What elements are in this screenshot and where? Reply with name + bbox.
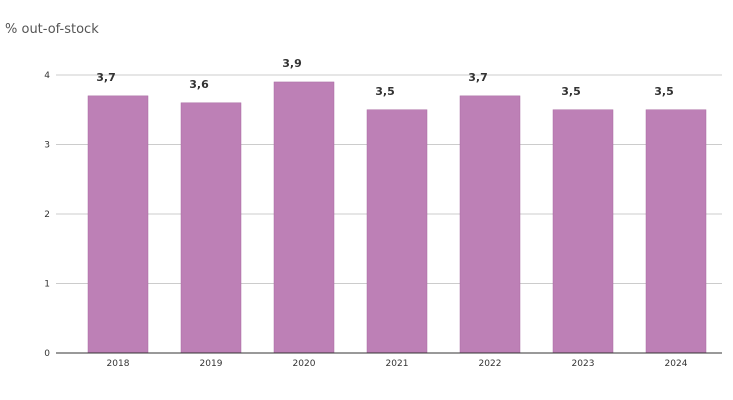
data-label-2020: 3,9 bbox=[282, 57, 302, 70]
x-tick-label-2024: 2024 bbox=[665, 359, 688, 369]
bars bbox=[87, 81, 707, 354]
bar-2022 bbox=[459, 95, 521, 354]
data-label-2023: 3,5 bbox=[561, 85, 581, 98]
y-tick-labels: 0 1 2 3 4 bbox=[44, 71, 50, 359]
x-tick-labels: 2018 2019 2020 2021 2022 2023 2024 bbox=[107, 359, 688, 369]
y-tick-label: 1 bbox=[44, 280, 50, 290]
y-tick-label: 0 bbox=[44, 349, 50, 359]
x-tick-label-2018: 2018 bbox=[107, 359, 130, 369]
x-tick-label-2022: 2022 bbox=[479, 359, 502, 369]
bar-2023 bbox=[552, 109, 614, 354]
bar-2024 bbox=[645, 109, 707, 354]
data-labels: 3,7 3,6 3,9 3,5 3,7 3,5 3,5 bbox=[96, 57, 674, 98]
x-tick-label-2021: 2021 bbox=[386, 359, 409, 369]
data-label-2018: 3,7 bbox=[96, 71, 116, 84]
x-tick-label-2020: 2020 bbox=[293, 359, 316, 369]
bar-2020 bbox=[273, 81, 335, 354]
x-tick-label-2023: 2023 bbox=[572, 359, 595, 369]
data-label-2024: 3,5 bbox=[654, 85, 674, 98]
data-label-2021: 3,5 bbox=[375, 85, 395, 98]
bar-2019 bbox=[180, 102, 242, 354]
x-tick-label-2019: 2019 bbox=[200, 359, 223, 369]
bar-2018 bbox=[87, 95, 149, 354]
y-axis-label: % out-of-stock bbox=[5, 22, 99, 37]
y-tick-label: 2 bbox=[44, 210, 50, 220]
bar-2021 bbox=[366, 109, 428, 354]
data-label-2019: 3,6 bbox=[189, 78, 209, 91]
data-label-2022: 3,7 bbox=[468, 71, 488, 84]
y-tick-label: 4 bbox=[44, 71, 50, 81]
y-tick-label: 3 bbox=[44, 141, 50, 151]
